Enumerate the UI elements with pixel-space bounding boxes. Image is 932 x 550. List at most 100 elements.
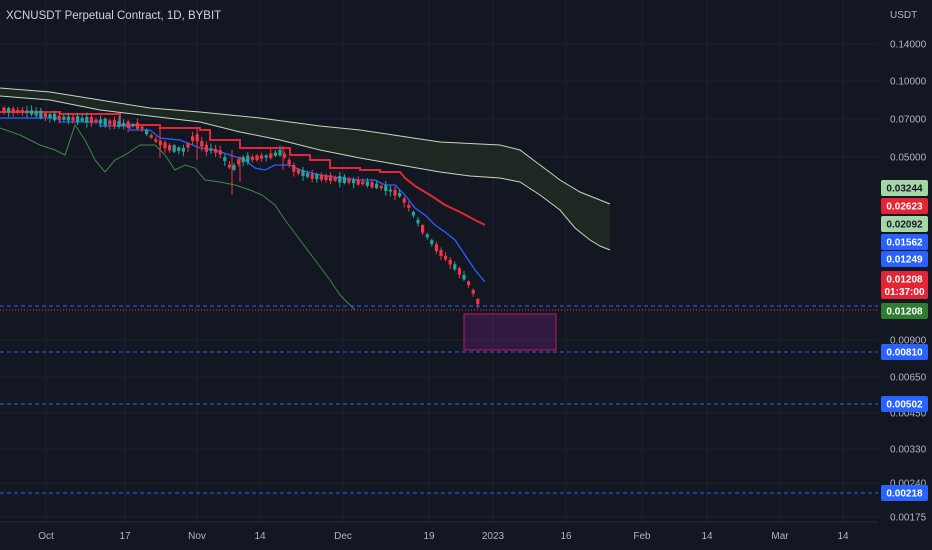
price-tag-box [881, 271, 928, 299]
price-tag-box [881, 251, 928, 267]
candle-body [131, 124, 135, 127]
candle-body [283, 153, 287, 158]
candle-body [163, 142, 167, 149]
chart-title: XCNUSDT Perpetual Contract, 1D, BYBIT [6, 10, 221, 22]
candle-body [361, 181, 365, 185]
candle-body [324, 175, 328, 181]
candle-body [53, 113, 57, 121]
candle-body [269, 153, 273, 159]
candle-body [57, 115, 61, 120]
candle-body [444, 255, 448, 260]
candle-body [430, 240, 434, 245]
candle-body [471, 289, 475, 294]
candle-body [260, 155, 264, 159]
price-tick-label: 0.07000 [890, 115, 927, 126]
candle-body [273, 152, 277, 156]
price-tag-green: 0.01208 [881, 303, 928, 319]
price-tag-light-green: 0.02092 [881, 216, 928, 232]
candle-body [117, 120, 121, 127]
price-tick-label: 0.00650 [890, 373, 927, 384]
cloud-upper-edge [0, 87, 611, 205]
candle-body [76, 116, 80, 123]
price-tick-label: 0.00330 [890, 445, 927, 456]
time-axis-panel [0, 522, 878, 550]
candle-body [34, 110, 38, 116]
candle-body [232, 165, 236, 170]
candle-body [388, 189, 392, 192]
price-tag-blue: 0.00810 [881, 344, 928, 360]
candle-body [122, 122, 126, 126]
price-tag-red: 0.02623 [881, 198, 928, 214]
cloud-lower-edge [0, 95, 611, 251]
candle-body [237, 159, 241, 165]
candle-body [375, 183, 379, 189]
candle-body [112, 120, 116, 127]
candle-body [384, 185, 388, 192]
price-tag-value: 0.00810 [886, 348, 923, 359]
candles [2, 105, 480, 309]
candle-body [315, 174, 319, 180]
candle-body [191, 136, 195, 141]
candle-body [296, 169, 300, 174]
candle-body [89, 117, 93, 124]
candle-body [250, 156, 254, 160]
price-tick-label: 0.00450 [890, 409, 927, 420]
time-tick-label: Feb [633, 531, 651, 542]
price-tags: 0.03244 0.02623 0.02092 0.01562 0.01249 0.012… [881, 180, 928, 501]
candle-body [255, 155, 259, 161]
candle-body [448, 259, 452, 265]
candle-body [140, 126, 144, 129]
candle-body [2, 107, 6, 113]
price-tag-value: 0.02623 [886, 202, 923, 213]
price-tag-box [881, 344, 928, 360]
candle-body [287, 159, 291, 165]
time-tick-label: 14 [837, 531, 849, 542]
candle-body [310, 173, 314, 179]
candle-body [168, 145, 172, 151]
candle-body [103, 118, 107, 126]
price-tag-blue: 0.01249 [881, 251, 928, 267]
price-tag-value: 0.01208 [886, 275, 923, 286]
price-axis-unit: USDT [890, 10, 917, 21]
price-tag-value: 0.01562 [886, 238, 923, 249]
candle-body [172, 145, 176, 152]
candle-body [108, 120, 112, 125]
price-tag-value: 0.00502 [886, 400, 923, 411]
candle-body [264, 155, 268, 158]
time-tick-label: Oct [38, 531, 54, 542]
time-tick-label: 17 [119, 531, 131, 542]
candle-body [43, 113, 47, 117]
price-tag-box [881, 216, 928, 232]
time-tick-label: 14 [254, 531, 266, 542]
candle-body [434, 244, 438, 252]
price-tick-label: 0.05000 [890, 153, 927, 164]
price-tick-label: 0.00900 [890, 336, 927, 347]
candle-body [246, 155, 250, 163]
candle-body [227, 164, 231, 168]
candle-body [467, 281, 471, 286]
candle-body [7, 108, 11, 113]
candle-body [241, 156, 245, 163]
price-tag-box [881, 303, 928, 319]
candle-body [209, 148, 213, 151]
candle-body [425, 234, 429, 238]
candle-body [186, 143, 190, 148]
candle-body [204, 144, 208, 152]
price-tag-value: 0.01249 [886, 255, 923, 266]
price-tag-box [881, 180, 928, 196]
price-tag-box [881, 396, 928, 412]
price-tag-blue: 0.00502 [881, 396, 928, 412]
candle-body [200, 141, 204, 147]
target-zone-box[interactable] [463, 313, 557, 351]
candle-body [457, 268, 461, 275]
candle-body [402, 198, 406, 203]
candle-body [85, 116, 89, 123]
candle-body [370, 182, 374, 188]
candle-body [177, 147, 181, 151]
candle-body [411, 212, 415, 216]
time-tick-label: 14 [701, 531, 713, 542]
candle-body [154, 139, 158, 142]
